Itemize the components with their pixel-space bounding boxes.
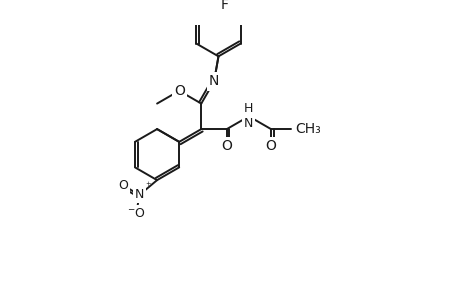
- Text: F: F: [220, 0, 228, 12]
- Text: O: O: [118, 179, 128, 192]
- Text: N: N: [208, 74, 219, 88]
- Text: CH₃: CH₃: [294, 122, 320, 136]
- Text: H
N: H N: [244, 102, 253, 130]
- Text: O: O: [265, 139, 276, 153]
- Text: O: O: [221, 139, 232, 153]
- Text: $^{-}$O: $^{-}$O: [126, 207, 146, 220]
- Text: N: N: [134, 188, 144, 201]
- Text: $^+$: $^+$: [144, 182, 152, 191]
- Text: O: O: [174, 84, 184, 98]
